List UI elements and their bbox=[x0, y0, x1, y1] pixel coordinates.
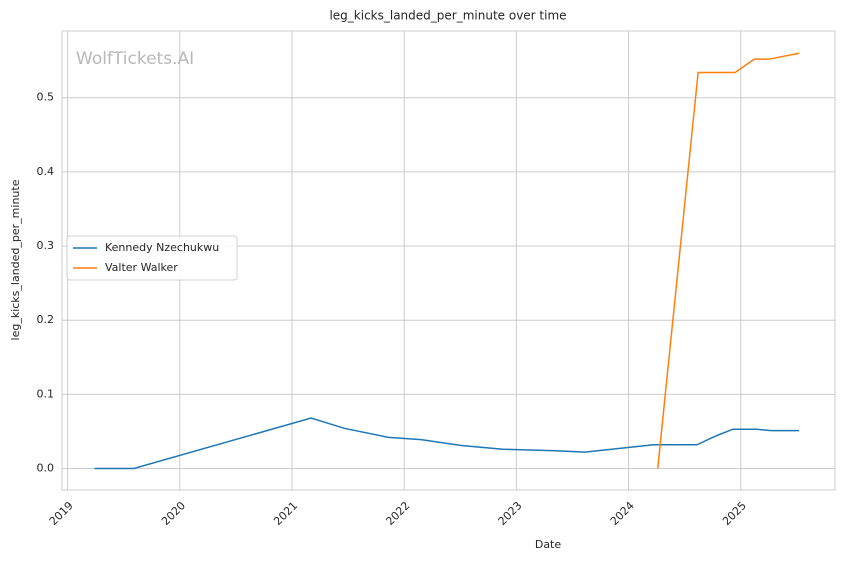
x-tick-label: 2020 bbox=[159, 499, 188, 528]
x-tick-label: 2024 bbox=[608, 499, 637, 528]
series-line bbox=[94, 417, 800, 470]
x-tick-label: 2025 bbox=[720, 499, 749, 528]
x-tick-label: 2022 bbox=[383, 499, 412, 528]
y-tick-label: 0.0 bbox=[37, 461, 55, 474]
watermark: WolfTickets.AI bbox=[76, 49, 194, 69]
x-axis-label: Date bbox=[535, 538, 562, 551]
legend-label: Kennedy Nzechukwu bbox=[105, 241, 219, 254]
y-tick-label: 0.2 bbox=[37, 313, 55, 326]
y-tick-label: 0.4 bbox=[37, 165, 55, 178]
legend: Kennedy Nzechukwu Valter Walker bbox=[66, 235, 238, 281]
x-tick-label: 2023 bbox=[496, 499, 525, 528]
y-tick-label: 0.1 bbox=[37, 387, 55, 400]
plot-frame bbox=[61, 30, 836, 491]
x-tick-label: 2021 bbox=[271, 499, 300, 528]
x-tick-label: 2019 bbox=[47, 499, 76, 528]
y-tick-label: 0.5 bbox=[37, 91, 55, 104]
y-axis-label: leg_kicks_landed_per_minute bbox=[9, 179, 22, 340]
legend-label: Valter Walker bbox=[105, 261, 178, 274]
chart-title: leg_kicks_landed_per_minute over time bbox=[329, 9, 566, 23]
legend-box bbox=[66, 235, 238, 281]
y-tick-label: 0.3 bbox=[37, 239, 55, 252]
series-line bbox=[656, 52, 800, 469]
